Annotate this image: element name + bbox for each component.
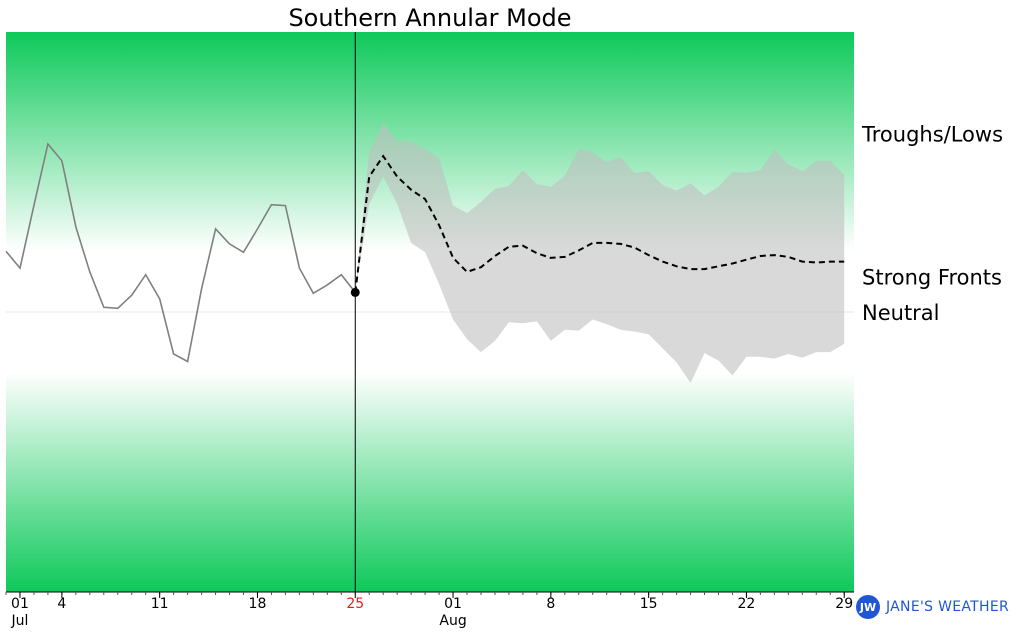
forecast-line — [354, 154, 845, 293]
brand-name: JANE'S WEATHER — [886, 599, 1009, 615]
x-tick-label: 11 — [151, 596, 169, 612]
chart-title: Southern Annular Mode — [288, 4, 571, 32]
x-tick-label: 15 — [640, 596, 658, 612]
today-marker — [350, 287, 360, 297]
x-tick-label: 8 — [546, 596, 555, 612]
ensemble-band-layer — [355, 123, 845, 383]
x-tick-label: 01 — [11, 596, 29, 612]
x-tick-label: 22 — [738, 596, 756, 612]
brand-logo[interactable]: JW JANE'S WEATHER — [856, 594, 1009, 620]
series-layer — [5, 32, 845, 592]
x-tick-sublabel: Jul — [11, 613, 29, 629]
x-tick-sublabel: Aug — [439, 613, 466, 629]
x-tick-label: 25 — [346, 596, 364, 612]
x-tick-label: 01 — [444, 596, 462, 612]
brand-badge: JW — [856, 595, 880, 619]
x-tick-label: 18 — [249, 596, 267, 612]
zone-labels: Troughs/Lows Neutral Strong Fronts — [861, 122, 1003, 325]
ensemble-band — [355, 123, 845, 383]
x-tick-label: 4 — [57, 596, 66, 612]
zone-label-strong-fronts: Strong Fronts — [862, 266, 1002, 290]
observed-line — [5, 142, 356, 363]
zone-label-troughs-lows: Troughs/Lows — [861, 122, 1003, 146]
zone-strong-fronts — [6, 372, 854, 592]
zone-label-neutral: Neutral — [862, 301, 940, 325]
x-tick-label: 29 — [835, 596, 853, 612]
